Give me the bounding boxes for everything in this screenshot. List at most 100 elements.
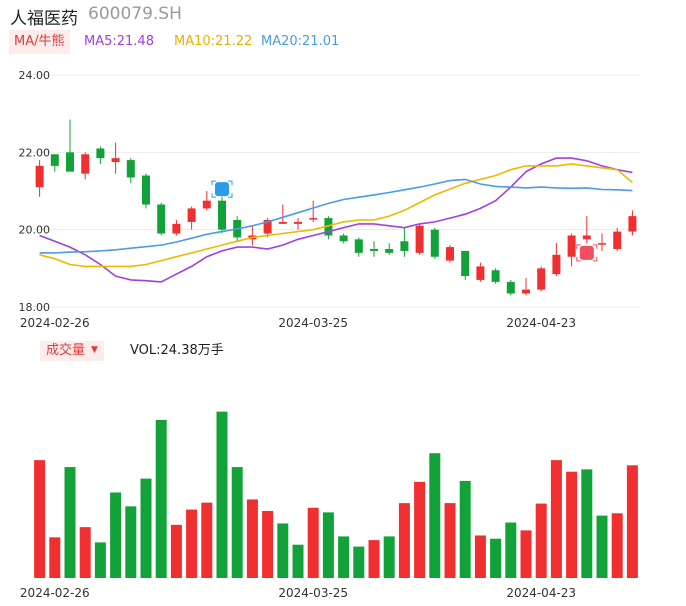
candle-body bbox=[81, 154, 90, 174]
moving-average-lines bbox=[39, 157, 633, 283]
ma5-line bbox=[39, 157, 633, 283]
candle-body bbox=[370, 249, 378, 251]
volume-bars bbox=[34, 411, 638, 578]
candle-body bbox=[506, 281, 515, 294]
volume-bar bbox=[79, 527, 91, 578]
candle-body bbox=[66, 152, 74, 172]
volume-bar bbox=[353, 546, 365, 578]
y-tick-label: 20.00 bbox=[19, 224, 51, 237]
volume-x-tick-label: 2024-03-25 bbox=[278, 586, 348, 600]
ma10-legend: MA10:21.22 bbox=[174, 34, 253, 49]
volume-bar bbox=[596, 515, 608, 578]
volume-bar bbox=[262, 510, 274, 578]
volume-bar bbox=[474, 535, 486, 578]
volume-bar bbox=[292, 544, 304, 578]
volume-bar bbox=[520, 530, 532, 578]
volume-bar bbox=[277, 523, 289, 578]
volume-bar bbox=[383, 536, 395, 578]
volume-bar bbox=[246, 499, 258, 578]
volume-bar bbox=[94, 542, 106, 578]
candle-body bbox=[598, 243, 606, 245]
volume-bar bbox=[566, 471, 578, 578]
dropdown-caret-icon: ▼ bbox=[91, 345, 98, 355]
volume-bar bbox=[231, 467, 243, 578]
candle-body bbox=[491, 270, 500, 282]
volume-bar bbox=[125, 506, 137, 578]
stock-code: 600079.SH bbox=[88, 4, 182, 24]
volume-bar bbox=[429, 453, 441, 578]
candle-body bbox=[476, 266, 485, 280]
bull-event-icon bbox=[576, 244, 598, 262]
volume-bar bbox=[444, 503, 456, 578]
volume-bar bbox=[216, 411, 228, 578]
x-tick-label: 2024-03-25 bbox=[278, 316, 348, 330]
volume-bar bbox=[201, 502, 213, 578]
candle-body bbox=[415, 225, 424, 253]
candle-body bbox=[400, 241, 409, 251]
volume-bar bbox=[49, 537, 61, 578]
volume-x-tick-label: 2024-02-26 bbox=[20, 586, 90, 600]
volume-bar bbox=[581, 469, 593, 578]
candle-body bbox=[263, 220, 272, 234]
candle-body bbox=[522, 289, 530, 294]
candle-body bbox=[126, 160, 135, 178]
volume-indicator-selector[interactable]: 成交量 ▼ bbox=[40, 341, 104, 361]
volume-value: VOL:24.38万手 bbox=[130, 343, 224, 358]
candle-body bbox=[218, 200, 226, 230]
volume-bar bbox=[414, 481, 426, 578]
candle-body bbox=[552, 254, 561, 275]
volume-bar bbox=[550, 460, 562, 578]
candle-body bbox=[309, 218, 318, 220]
volume-bar bbox=[155, 419, 167, 578]
candle-body bbox=[294, 221, 302, 224]
bear-event-icon-shape bbox=[215, 182, 229, 197]
candle-body bbox=[172, 223, 181, 234]
y-tick-label: 22.00 bbox=[19, 146, 51, 159]
bull-event-icon-shape bbox=[579, 245, 594, 260]
volume-bar bbox=[186, 509, 198, 578]
volume-bar bbox=[611, 513, 623, 578]
bear-event-icon bbox=[211, 180, 233, 198]
candle-body bbox=[278, 221, 287, 224]
volume-bar bbox=[140, 478, 152, 578]
candle-body bbox=[157, 204, 166, 234]
event-markers bbox=[211, 180, 598, 262]
candlestick-series bbox=[35, 119, 637, 296]
candle-body bbox=[202, 200, 211, 209]
x-tick-label: 2024-02-26 bbox=[20, 316, 90, 330]
volume-bar bbox=[535, 503, 547, 578]
ma10-line bbox=[39, 163, 633, 268]
volume-x-tick-label: 2024-04-23 bbox=[506, 586, 576, 600]
candle-body bbox=[430, 229, 439, 257]
candle-body bbox=[35, 165, 44, 188]
candle-body bbox=[187, 208, 196, 222]
bull-event-icon-frame bbox=[576, 244, 598, 262]
volume-bar bbox=[459, 480, 471, 578]
volume-bar bbox=[368, 540, 380, 578]
volume-bar bbox=[338, 536, 350, 578]
candle-body bbox=[385, 249, 394, 253]
candle-body bbox=[567, 235, 576, 257]
bear-event-icon-frame bbox=[211, 180, 233, 198]
volume-bar bbox=[505, 522, 517, 578]
price-grid bbox=[30, 74, 640, 308]
candle-body bbox=[613, 231, 622, 249]
y-tick-label: 18.00 bbox=[19, 301, 51, 314]
price-axis: 24.00 22.00 20.00 18.00 bbox=[19, 69, 51, 314]
ma20-line bbox=[39, 178, 633, 254]
candle-body bbox=[537, 268, 546, 290]
candle-body bbox=[142, 175, 150, 205]
candle-body bbox=[582, 235, 591, 240]
volume-bar bbox=[398, 503, 410, 578]
ma-indicator-selector[interactable]: MA/牛熊 bbox=[9, 30, 70, 54]
candle-body bbox=[96, 148, 105, 159]
ma5-legend: MA5:21.48 bbox=[84, 34, 154, 49]
volume-bar bbox=[307, 507, 319, 578]
candle-body bbox=[628, 216, 637, 232]
volume-bar bbox=[34, 460, 46, 578]
candle-body bbox=[354, 239, 363, 253]
candle-body bbox=[111, 158, 120, 162]
candle-body bbox=[461, 250, 470, 277]
candle-body bbox=[50, 154, 59, 166]
